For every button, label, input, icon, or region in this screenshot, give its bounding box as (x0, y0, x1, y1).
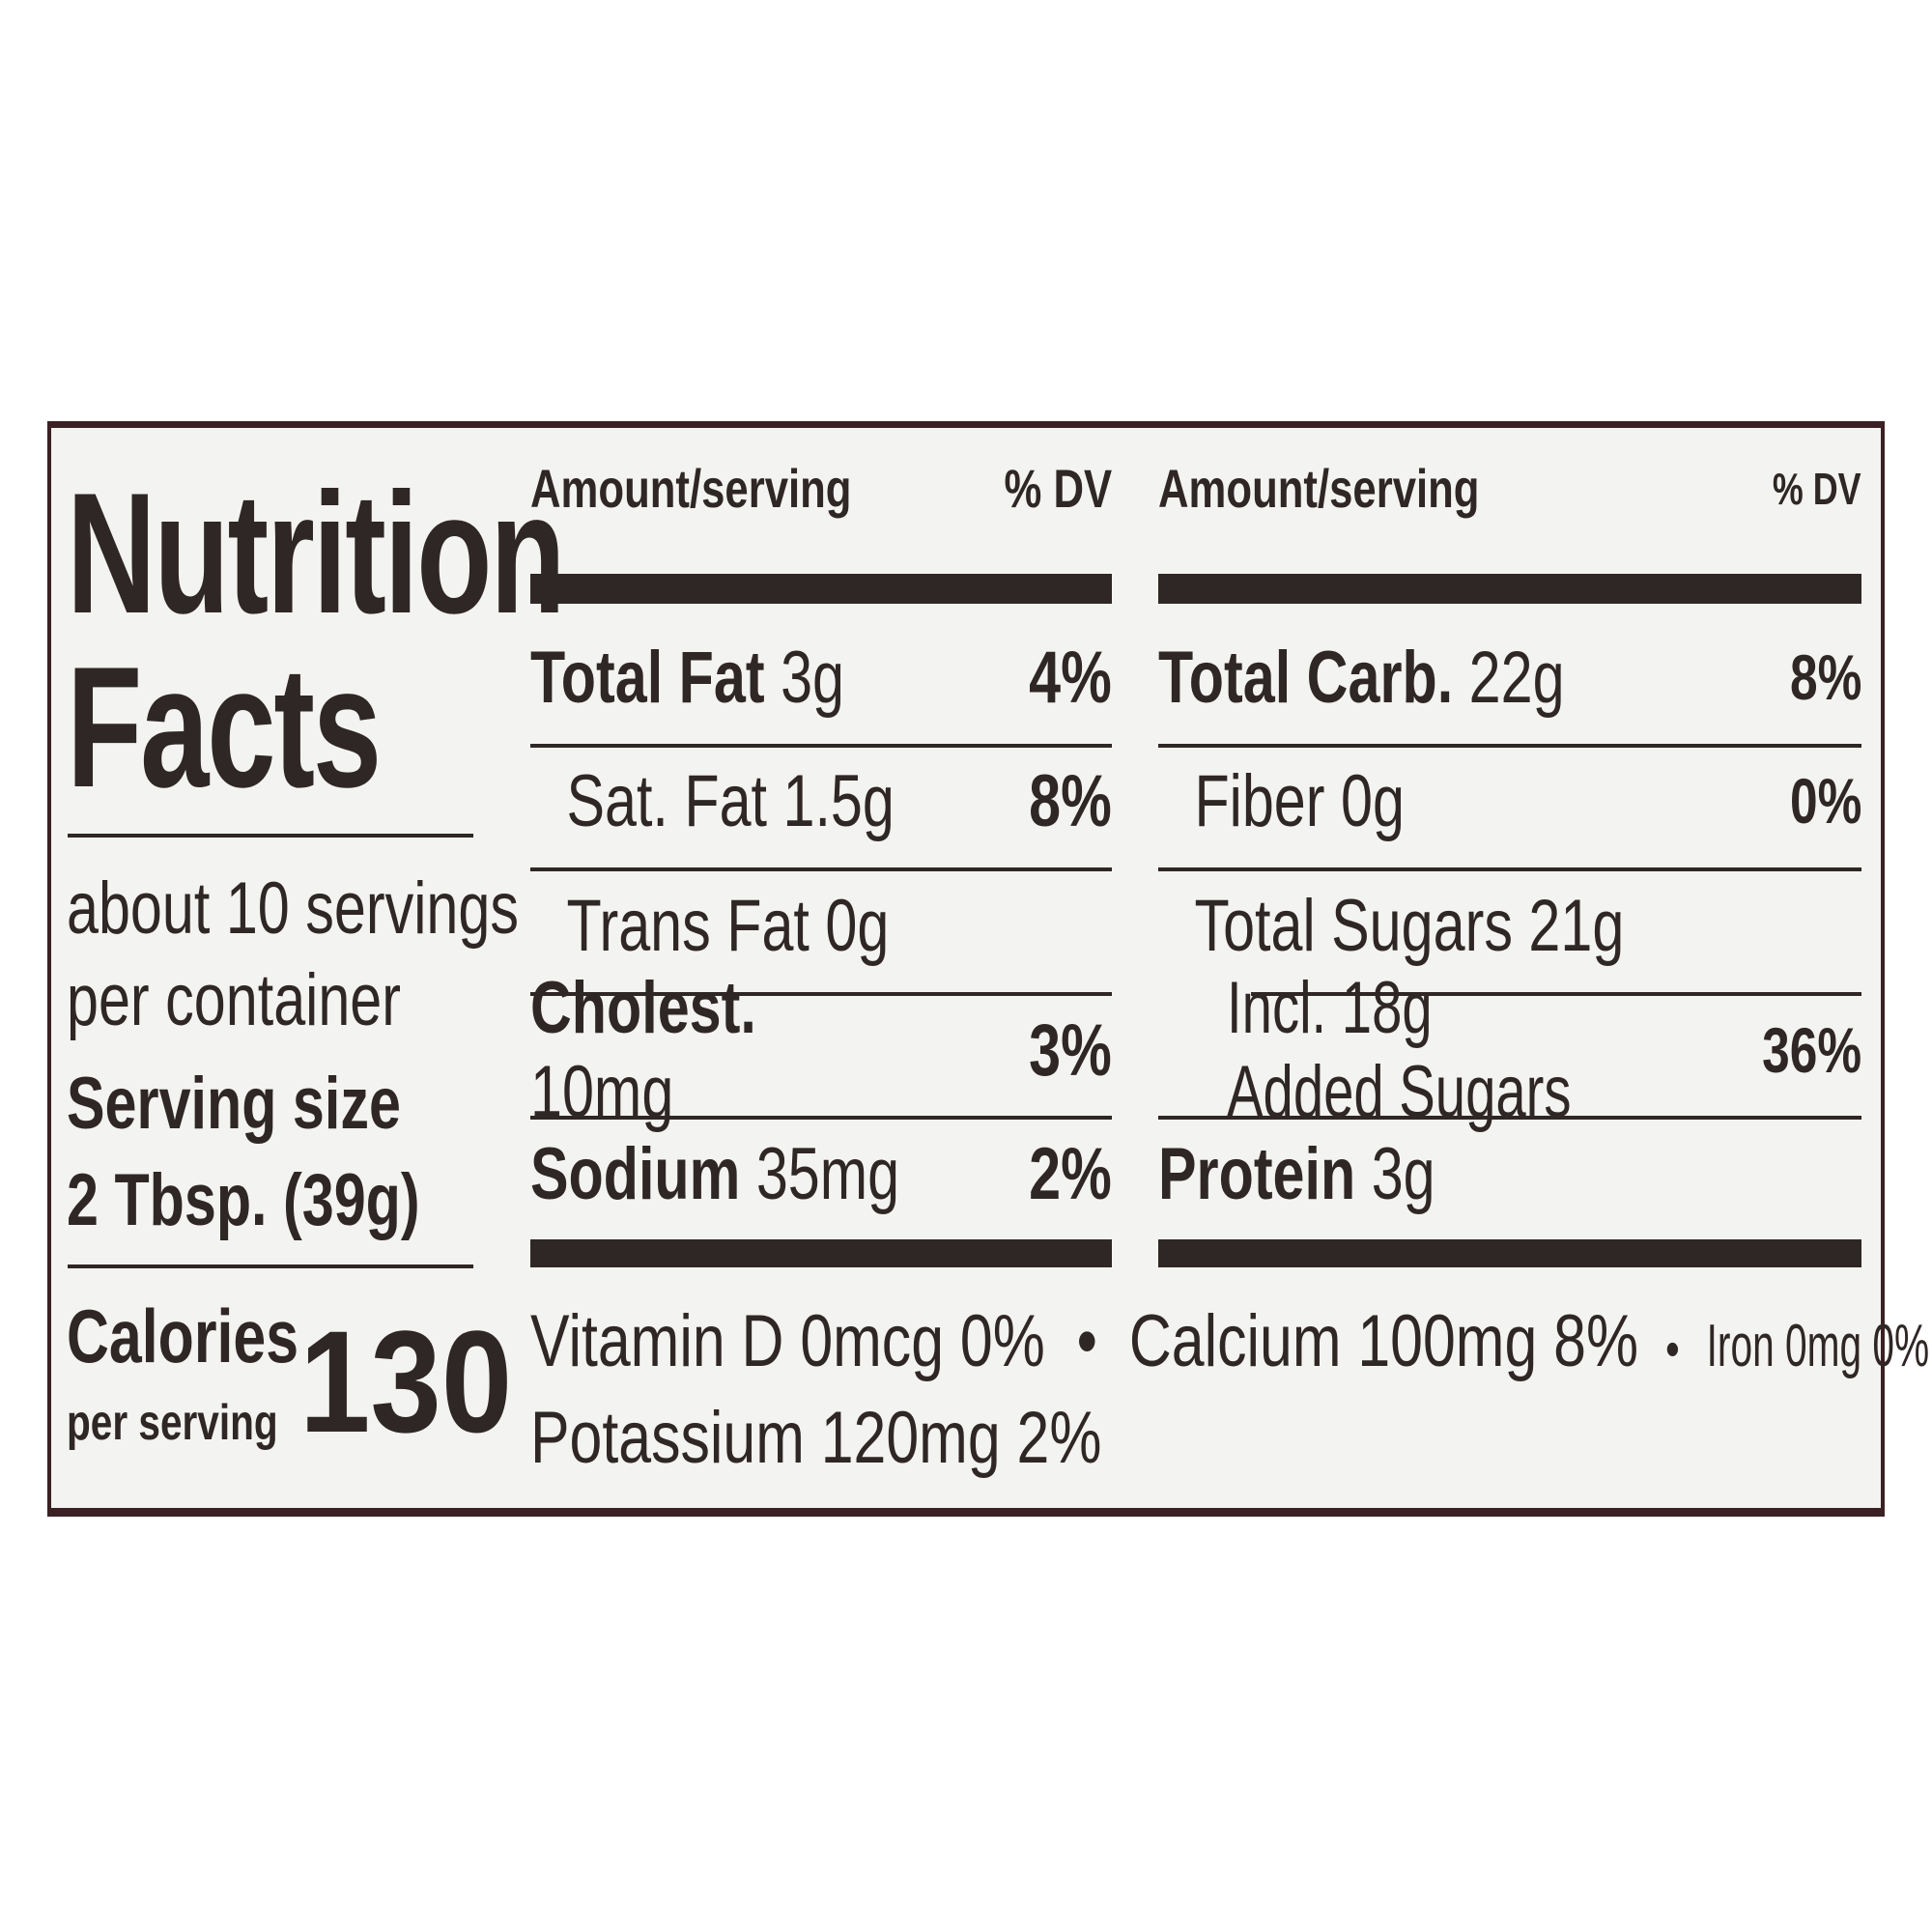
nutrient-row: Total Carb. 22g 8% (1158, 619, 1861, 735)
nutrient-name: Trans Fat (566, 884, 810, 967)
serving-size-label: Serving size (67, 1063, 401, 1145)
nutrient-dv: 8% (1029, 759, 1112, 842)
servings-line-1: about 10 servings (67, 867, 519, 950)
nutrient-amount: 0g (825, 884, 890, 967)
title-line-1: Nutrition (67, 457, 566, 649)
nutrient-row: Cholest. 10mg 3% (530, 967, 1112, 1133)
nutrient-row: Sodium 35mg 2% (530, 1116, 1112, 1232)
row-divider (530, 992, 1112, 996)
nutrient-dv: 0% (1789, 765, 1861, 837)
nutrient-row: Protein 3g (1158, 1116, 1861, 1232)
nutrition-facts-label: Nutrition Facts about 10 servings per co… (47, 421, 1929, 1517)
serving-size-value: 2 Tbsp. (39g) (67, 1159, 420, 1241)
calories-sub: per serving (67, 1394, 337, 1452)
row-divider (530, 867, 1112, 871)
nutrient-name: Sodium (530, 1132, 741, 1215)
dv-header: % DV (1004, 458, 1112, 519)
nutrient-dv: 2% (1029, 1132, 1112, 1215)
nutrient-amount: 35mg (755, 1132, 900, 1215)
row-divider (1158, 744, 1861, 748)
thick-bar (530, 574, 1112, 604)
dv-header: % DV (1773, 463, 1861, 514)
divider (68, 1264, 473, 1268)
nutrient-name: Protein (1158, 1132, 1356, 1215)
right-header: Amount/serving % DV (1158, 428, 1861, 549)
title: Nutrition Facts (67, 467, 756, 814)
row-divider (1251, 992, 1861, 996)
serving-size: Serving size 2 Tbsp. (39g) (67, 1056, 520, 1249)
nutrient-amount: 1.5g (782, 759, 895, 842)
calories-label: Calories (67, 1297, 364, 1375)
vitamin-d: Vitamin D 0mcg 0% (530, 1300, 1045, 1382)
potassium: Potassium 120mg 2% (530, 1397, 1102, 1479)
nutrient-name: Total Carb. (1158, 636, 1454, 719)
title-line-2: Facts (67, 631, 382, 823)
nutrient-name: Total Sugars (1194, 884, 1513, 967)
bullet: • (1076, 1300, 1097, 1382)
nutrient-dv: 36% (1761, 1014, 1861, 1086)
nutrient-row: Trans Fat 0g (530, 867, 1112, 983)
nutrient-amount: 0g (1340, 759, 1405, 842)
thick-bar (1158, 574, 1861, 604)
servings-line-2: per container (67, 959, 402, 1041)
left-header: Amount/serving % DV (530, 428, 1112, 549)
nutrient-row: Fiber 0g 0% (1158, 743, 1861, 859)
nutrient-amount: 21g (1528, 884, 1625, 967)
nutrient-dv: 3% (1029, 1009, 1112, 1092)
iron: Iron 0mg 0% (1706, 1313, 1930, 1379)
nutrient-name: Cholest. (530, 967, 756, 1049)
nutrient-row: Total Sugars 21g (1158, 867, 1861, 983)
row-divider (530, 744, 1112, 748)
row-divider (1158, 867, 1861, 871)
nutrient-name: Sat. Fat (566, 759, 768, 842)
nutrient-row: Total Fat 3g 4% (530, 619, 1112, 735)
calories-value: 130 (299, 1309, 541, 1454)
divider (68, 834, 473, 838)
micronutrients: Vitamin D 0mcg 0% • Calcium 100mg 8% • I… (530, 1297, 1932, 1483)
amount-header: Amount/serving (530, 458, 852, 519)
nutrient-amount: 22g (1468, 636, 1565, 719)
amount-header: Amount/serving (1158, 458, 1480, 519)
row-divider (1158, 1116, 1861, 1120)
bullet: • (1665, 1321, 1680, 1378)
calories-number: 130 (299, 1300, 513, 1463)
thick-bar (530, 1239, 1112, 1267)
per-serving-text: per serving (67, 1395, 278, 1451)
nutrient-dv: 4% (1029, 636, 1112, 719)
nutrient-amount: 3g (781, 636, 845, 719)
thick-bar (1158, 1239, 1861, 1267)
servings-per-container: about 10 servings per container (67, 863, 646, 1046)
micronutrients-line-1: Vitamin D 0mcg 0% • Calcium 100mg 8% • I… (530, 1297, 1932, 1394)
calcium: Calcium 100mg 8% (1128, 1300, 1639, 1382)
nutrient-amount: 3g (1371, 1132, 1435, 1215)
calories-text: Calories (67, 1293, 299, 1378)
nutrient-row: Sat. Fat 1.5g 8% (530, 743, 1112, 859)
nutrient-name: Total Fat (530, 636, 765, 719)
nutrient-row: Incl. 18g Added Sugars 36% (1158, 967, 1861, 1133)
nutrient-dv: 8% (1789, 641, 1861, 713)
nutrient-name: Fiber (1194, 759, 1325, 842)
row-divider (530, 1116, 1112, 1120)
